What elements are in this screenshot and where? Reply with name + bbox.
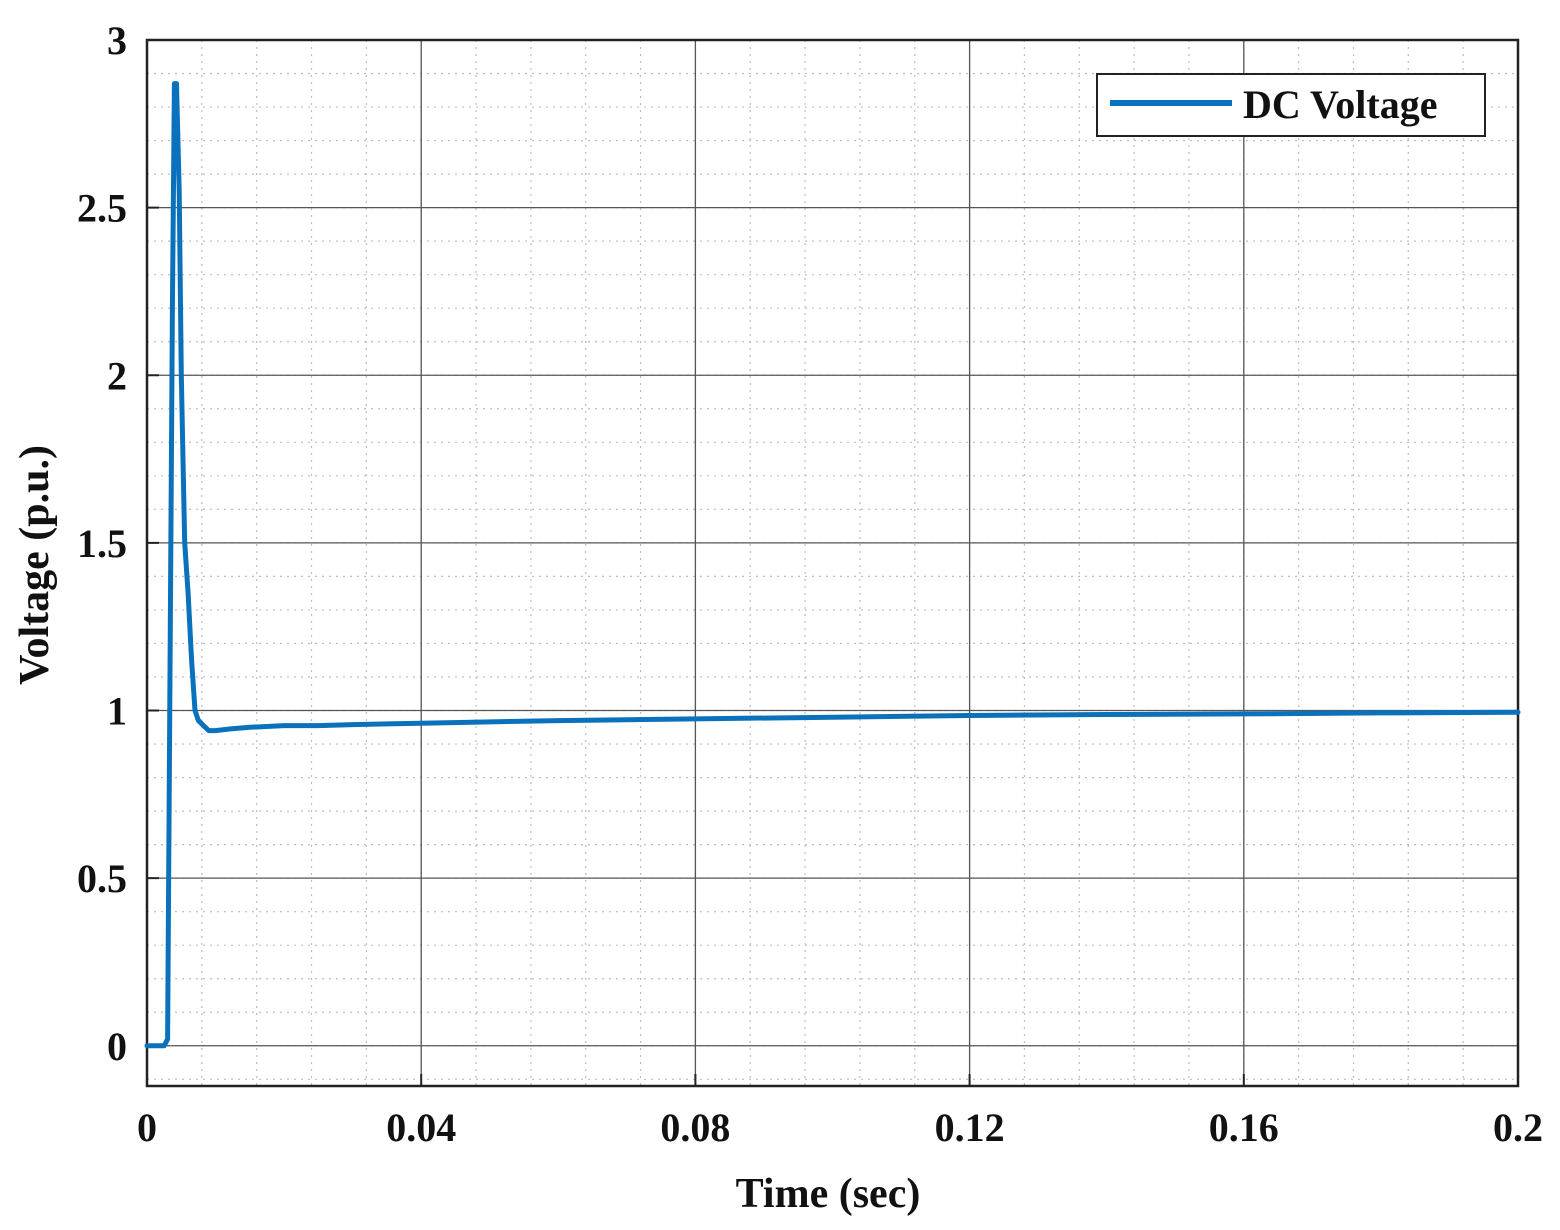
y-tick-label: 0.5: [77, 856, 127, 901]
major-grid: [146, 39, 1519, 1086]
x-axis-label: Time (sec): [736, 1171, 921, 1217]
x-tick-label: 0.16: [1209, 1105, 1279, 1150]
y-tick-label: 2: [107, 353, 127, 398]
x-tick-label: 0.2: [1493, 1105, 1543, 1150]
y-tick-label: 3: [107, 18, 127, 63]
legend: DC Voltage: [1096, 73, 1486, 137]
x-axis: 0 0.04 0.08 0.12 0.16 0.2: [137, 1074, 1543, 1150]
y-axis: 0 0.5 1 1.5 2 2.5 3: [77, 18, 159, 1069]
x-tick-label: 0.04: [386, 1105, 456, 1150]
y-tick-label: 2.5: [77, 186, 127, 231]
y-tick-label: 1.5: [77, 521, 127, 566]
y-tick-label: 0: [107, 1024, 127, 1069]
x-tick-label: 0.12: [935, 1105, 1005, 1150]
x-tick-label: 0: [137, 1105, 157, 1150]
y-axis-label: Voltage (p.u.): [12, 445, 58, 685]
x-tick-label: 0.08: [660, 1105, 730, 1150]
series-line-dc-voltage: [144, 81, 1521, 1049]
series-layer: [144, 81, 1521, 1049]
minor-grid: [146, 39, 1519, 1086]
plot-frame: [145, 38, 1520, 1088]
y-tick-label: 1: [107, 689, 127, 734]
legend-label: DC Voltage: [1243, 82, 1437, 127]
